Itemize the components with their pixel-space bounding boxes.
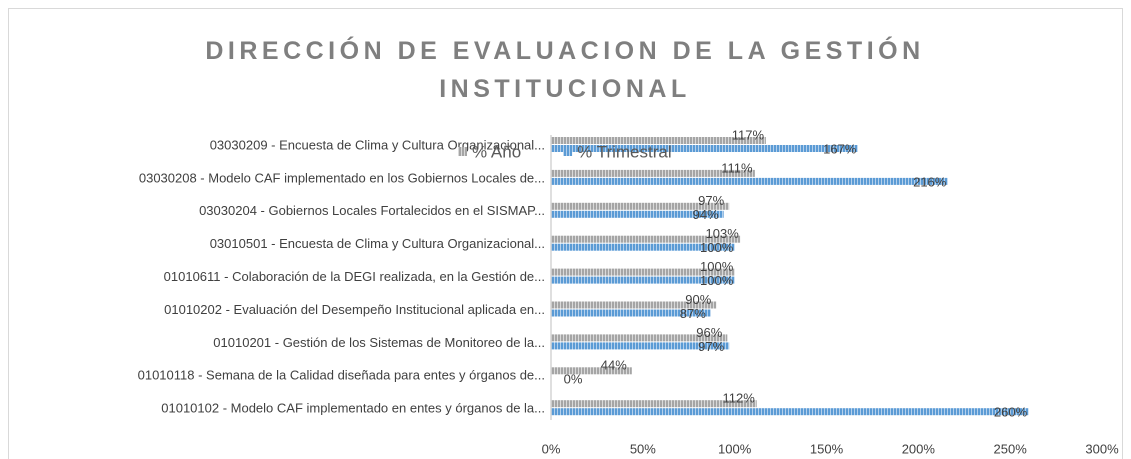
bar [551, 243, 735, 251]
data-label: 167% [823, 141, 857, 156]
data-label: 0% [564, 372, 583, 387]
bar [551, 400, 757, 408]
x-tick-label: 300% [1085, 441, 1119, 456]
x-tick-label: 200% [902, 441, 936, 456]
chart-title: DIRECCIÓN DE EVALUACION DE LA GESTIÓN IN… [205, 37, 925, 103]
data-label: 94% [693, 207, 719, 222]
data-label: 111% [721, 160, 753, 175]
x-tick-label: 250% [994, 441, 1028, 456]
bar [551, 235, 741, 243]
data-label: 87% [680, 306, 706, 321]
data-label: 103% [706, 226, 740, 241]
legend-swatch [458, 147, 467, 156]
x-tick-label: 0% [542, 441, 561, 456]
x-tick-label: 50% [630, 441, 656, 456]
data-label: 96% [696, 325, 722, 340]
y-tick-label: 03030204 - Gobiernos Locales Fortalecido… [199, 203, 545, 218]
data-label: 97% [698, 339, 724, 354]
bar [551, 342, 730, 350]
bar [551, 268, 735, 276]
y-tick-label: 03030208 - Modelo CAF implementado en lo… [139, 170, 545, 185]
y-tick-label: 01010611 - Colaboración de la DEGI reali… [164, 269, 545, 284]
y-tick-label: 01010201 - Gestión de los Sistemas de Mo… [213, 335, 545, 350]
bar [551, 202, 730, 210]
bar [551, 137, 766, 144]
data-label: 117% [732, 127, 765, 142]
x-tick-label: 100% [718, 441, 752, 456]
data-label: 100% [700, 240, 734, 255]
legend-label: % Trimestral [577, 142, 671, 161]
y-tick-label: 01010202 - Evaluación del Desempeño Inst… [164, 302, 545, 317]
legend-label: % Año [472, 142, 521, 161]
data-label: 260% [994, 405, 1028, 420]
bar [551, 301, 717, 309]
bar [551, 334, 728, 342]
data-label: 112% [723, 391, 756, 406]
bar [551, 367, 632, 375]
y-tick-label: 01010118 - Semana de la Calidad diseñada… [138, 368, 545, 383]
y-tick-label: 03010501 - Encuesta de Clima y Cultura O… [210, 236, 545, 251]
x-tick-label: 150% [810, 441, 844, 456]
bar [551, 169, 755, 177]
data-label: 90% [685, 292, 711, 307]
data-label: 216% [913, 174, 947, 189]
bar [551, 276, 735, 284]
bar [551, 408, 1029, 416]
bar [551, 145, 858, 152]
bar [551, 309, 711, 317]
chart-border [8, 8, 1123, 459]
data-label: 44% [601, 358, 627, 373]
data-label: 100% [700, 273, 734, 288]
bar [551, 177, 948, 185]
data-label: 100% [700, 259, 734, 274]
y-tick-label: 01010102 - Modelo CAF implementado en en… [161, 401, 545, 416]
legend-swatch [563, 147, 573, 156]
bar [551, 210, 724, 218]
data-label: 97% [698, 193, 724, 208]
